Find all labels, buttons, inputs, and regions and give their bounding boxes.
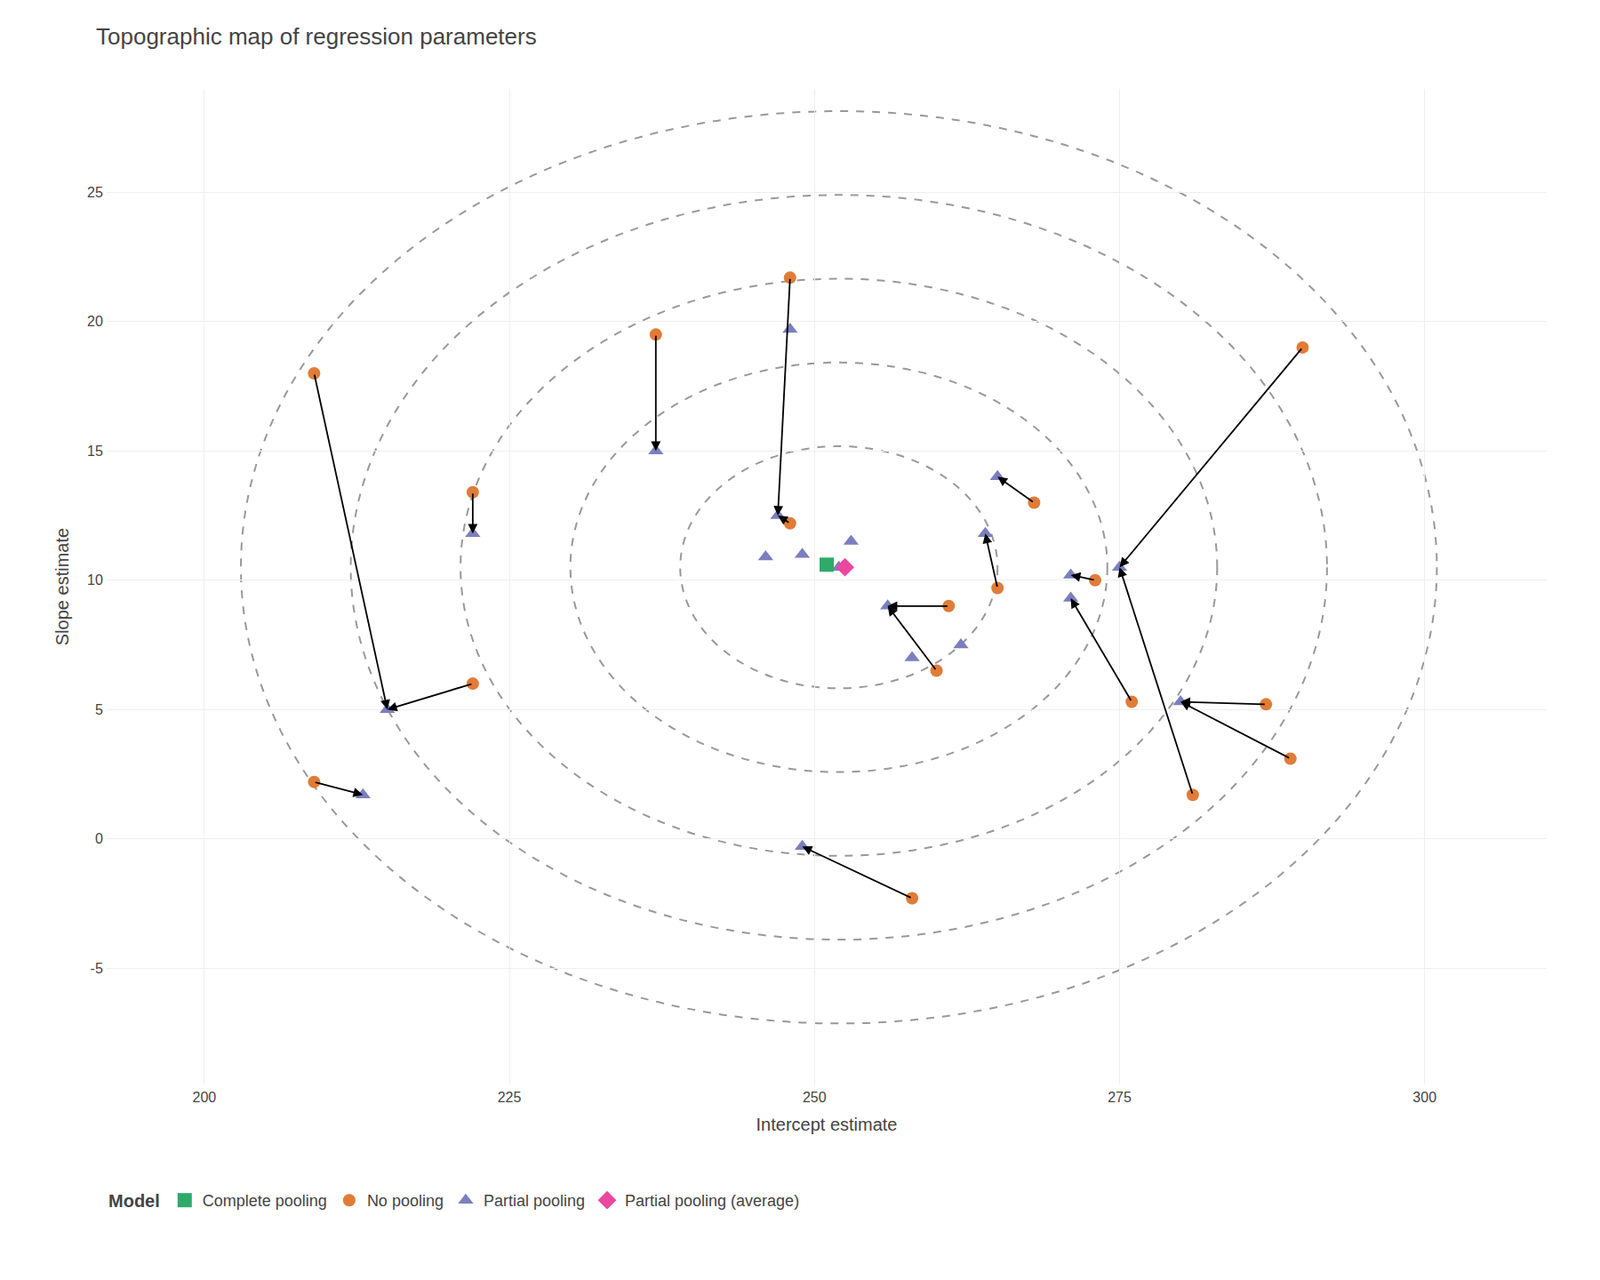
svg-text:Intercept estimate: Intercept estimate — [756, 1114, 898, 1135]
svg-text:Partial pooling: Partial pooling — [483, 1192, 585, 1210]
svg-text:10: 10 — [87, 572, 104, 588]
svg-text:Slope estimate: Slope estimate — [52, 528, 72, 646]
svg-text:300: 300 — [1412, 1089, 1437, 1105]
svg-text:Topographic map of regression: Topographic map of regression parameters — [96, 23, 537, 50]
svg-text:0: 0 — [95, 831, 104, 847]
svg-text:Complete pooling: Complete pooling — [202, 1192, 328, 1210]
svg-text:20: 20 — [87, 313, 104, 329]
svg-text:225: 225 — [497, 1089, 522, 1105]
svg-text:-5: -5 — [90, 960, 104, 976]
svg-text:275: 275 — [1107, 1089, 1132, 1105]
svg-text:Partial pooling (average): Partial pooling (average) — [624, 1192, 800, 1210]
svg-text:200: 200 — [192, 1089, 216, 1105]
svg-text:25: 25 — [87, 184, 104, 200]
svg-text:250: 250 — [802, 1089, 827, 1105]
svg-text:Model: Model — [108, 1191, 160, 1211]
svg-text:No pooling: No pooling — [367, 1192, 444, 1210]
svg-text:5: 5 — [95, 702, 104, 718]
svg-text:15: 15 — [87, 443, 104, 459]
